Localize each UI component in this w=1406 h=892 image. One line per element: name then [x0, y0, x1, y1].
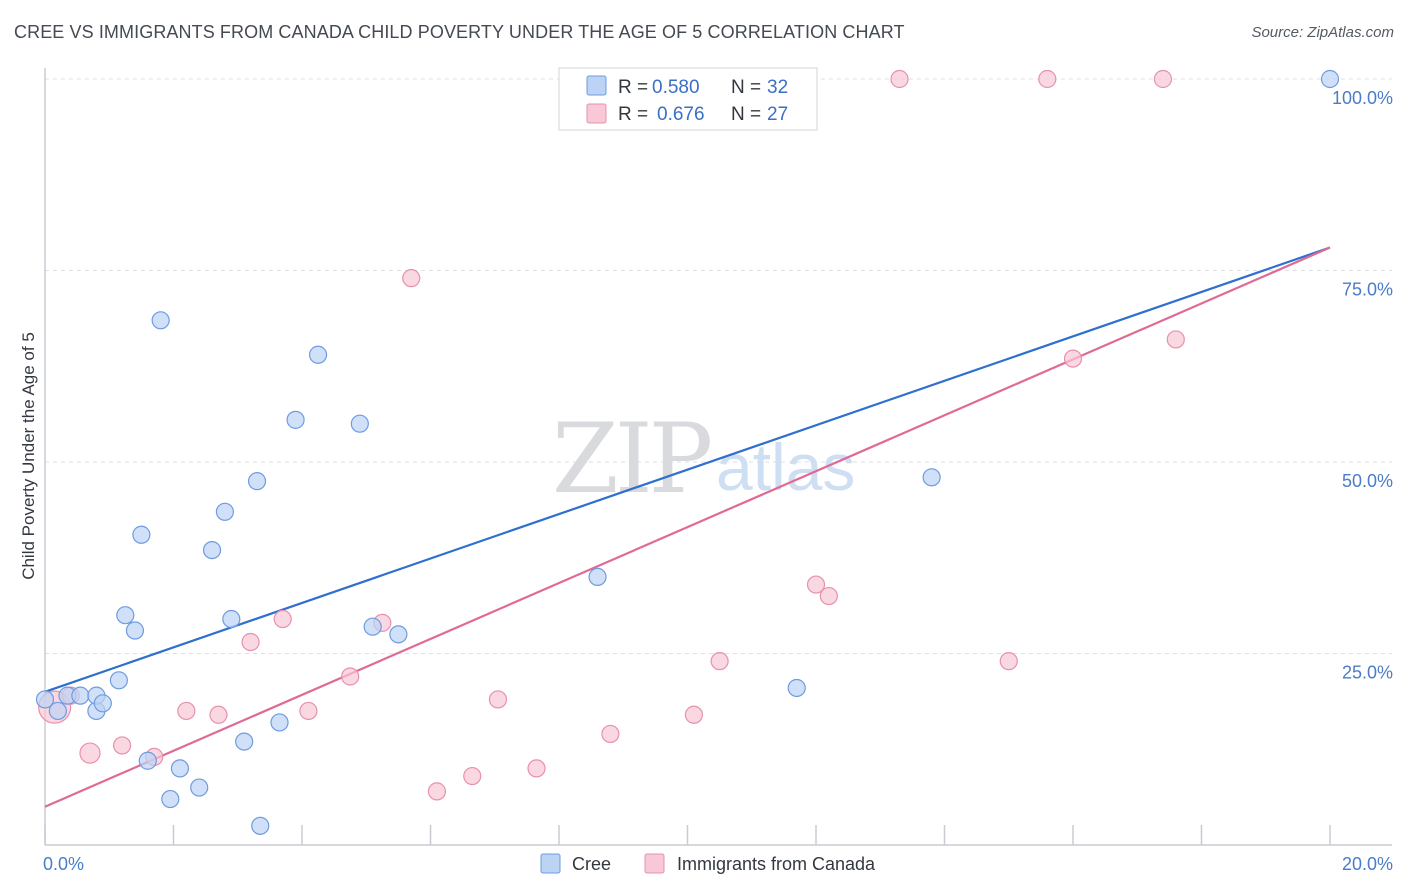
cree-point-22 [270, 713, 289, 732]
cree-point-19 [235, 732, 254, 751]
legend-swatch-canada [586, 103, 607, 124]
cree-point-11 [138, 751, 157, 770]
cree-point-25 [350, 414, 369, 433]
cree-point-18 [222, 609, 241, 629]
data-points [35, 69, 1340, 835]
canada-point-12 [402, 269, 421, 288]
canada-point-3 [112, 736, 132, 755]
cree-point-0 [35, 690, 55, 709]
canada-point-25 [1063, 349, 1083, 368]
watermark: ZIP atlas [552, 403, 855, 515]
x-tick-label-min: 0.0% [43, 854, 84, 874]
cree-point-27 [389, 625, 408, 644]
legend-n-label-cree: N = [731, 77, 761, 98]
cree-point-17 [215, 502, 234, 521]
legend-r-label-canada: R = [618, 104, 648, 125]
canada-point-26 [1153, 69, 1173, 89]
cree-point-7 [109, 671, 128, 690]
grid-lines [45, 78, 1392, 654]
legend-n-label-canada: N = [731, 104, 761, 125]
canada-point-7 [241, 632, 260, 652]
cree-point-14 [170, 759, 190, 778]
tick-labels: 25.0% 50.0% 75.0% 100.0% 0.0% 20.0% [43, 88, 1393, 874]
cree-point-28 [588, 567, 607, 587]
canada-point-23 [999, 652, 1018, 671]
canada-point-22 [890, 69, 909, 89]
canada-point-16 [527, 759, 546, 778]
canada-point-5 [177, 701, 196, 721]
y-tick-label-50: 50.0% [1342, 471, 1393, 491]
legend-n-value-cree: 32 [767, 77, 788, 98]
cree-point-26 [363, 617, 382, 636]
canada-point-6 [209, 705, 228, 724]
canada-point-17 [601, 724, 620, 744]
cree-point-23 [286, 410, 305, 429]
bottom-legend-label-canada: Immigrants from Canada [677, 854, 876, 874]
watermark-zip: ZIP [552, 403, 711, 515]
bottom-legend: Cree Immigrants from Canada [540, 853, 876, 874]
bottom-legend-label-cree: Cree [572, 854, 611, 874]
cree-point-29 [787, 678, 806, 698]
canada-trend-line [44, 246, 1331, 808]
cree-point-15 [190, 778, 209, 797]
cree-point-1 [48, 701, 67, 721]
canada-point-24 [1038, 69, 1057, 89]
cree-point-21 [251, 816, 270, 835]
canada-point-15 [488, 690, 508, 709]
bottom-legend-swatch-canada [644, 853, 665, 874]
canada-point-8 [273, 609, 292, 629]
axes [44, 68, 1392, 846]
canada-point-10 [341, 667, 360, 686]
legend-box: R = 0.580 N = 32 R = 0.676 N = 27 [558, 67, 818, 131]
canada-point-14 [463, 766, 482, 786]
legend-r-value-canada: 0.676 [657, 104, 705, 125]
trend-lines [44, 246, 1331, 808]
y-tick-label-100: 100.0% [1332, 88, 1393, 108]
legend-r-value-cree: 0.580 [652, 77, 700, 98]
canada-point-27 [1166, 330, 1185, 349]
cree-point-16 [202, 540, 222, 560]
cree-point-13 [161, 789, 180, 809]
legend-swatch-cree [586, 75, 607, 96]
canada-point-20 [806, 575, 826, 594]
cree-point-9 [125, 621, 145, 640]
cree-point-31 [1320, 69, 1340, 89]
source-credit: Source: ZipAtlas.com [1251, 24, 1394, 41]
cree-point-20 [247, 472, 267, 491]
canada-point-19 [710, 652, 729, 671]
cree-point-6 [93, 694, 112, 713]
cree-trend-line [44, 246, 1331, 693]
cree-point-12 [151, 311, 170, 330]
cree-point-8 [116, 606, 135, 625]
bottom-legend-swatch-cree [540, 853, 561, 874]
y-axis-label: Child Poverty Under the Age of 5 [19, 332, 38, 580]
canada-point-2 [79, 742, 101, 764]
legend-n-value-canada: 27 [767, 104, 788, 125]
y-tick-label-75: 75.0% [1342, 280, 1393, 300]
watermark-atlas: atlas [716, 430, 855, 504]
canada-point-21 [819, 586, 838, 606]
legend-r-label-cree: R = [618, 77, 648, 98]
cree-point-24 [308, 345, 328, 364]
chart-title: CREE VS IMMIGRANTS FROM CANADA CHILD POV… [14, 22, 905, 42]
canada-point-13 [427, 782, 447, 801]
canada-point-9 [299, 701, 318, 721]
cree-point-10 [132, 525, 151, 544]
canada-point-18 [684, 705, 704, 724]
y-tick-label-25: 25.0% [1342, 663, 1393, 683]
x-tick-label-max: 20.0% [1342, 854, 1393, 874]
cree-point-30 [922, 468, 941, 487]
cree-point-3 [71, 686, 90, 705]
